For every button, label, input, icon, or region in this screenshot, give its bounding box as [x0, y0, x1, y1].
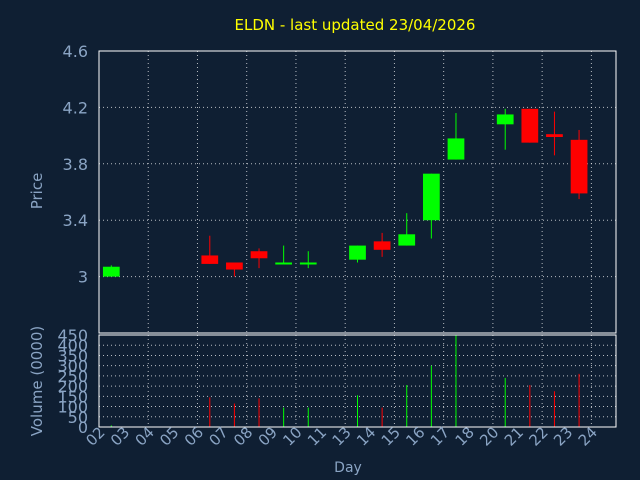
- candle-body-13: [349, 245, 366, 260]
- volume-tick-label: 0: [78, 418, 88, 437]
- candle-body-16: [422, 173, 440, 221]
- x-axis-label: Day: [334, 460, 362, 476]
- volume-bars: [110, 335, 580, 427]
- volume-plot-frame: [98, 334, 617, 428]
- candles: [102, 108, 588, 277]
- price-tick-label: 3.4: [63, 211, 88, 230]
- candle-body-02: [102, 266, 120, 277]
- price-grid: [99, 51, 616, 333]
- volume-tick-label: 200: [57, 377, 88, 396]
- candle-body-08: [250, 251, 268, 259]
- volume-tick-label: 150: [57, 387, 88, 406]
- candle-body-21: [521, 108, 539, 143]
- candle-body-20: [496, 114, 514, 125]
- volume-tick-label: 350: [57, 346, 88, 365]
- candle-body-17: [447, 138, 465, 160]
- price-tick-label: 4.2: [63, 98, 88, 117]
- volume-tick-label: 100: [57, 398, 88, 417]
- candle-body-14: [373, 241, 391, 250]
- candle-body-15: [398, 234, 416, 246]
- volume-tick-label: 50: [68, 408, 88, 427]
- volume-grid: [99, 335, 616, 427]
- candle-body-23: [570, 139, 588, 194]
- volume-axis-label: Volume (0000): [28, 326, 46, 436]
- candle-body-07: [226, 262, 243, 270]
- volume-tick-label: 400: [57, 336, 88, 355]
- candle-body-10: [299, 262, 317, 265]
- price-tick-label: 3.8: [63, 155, 88, 174]
- price-y-ticks: 3 3.4 3.8 4.2 4.6: [63, 42, 88, 287]
- volume-tick-label: 250: [57, 367, 88, 386]
- candle-body-09: [275, 262, 293, 265]
- volume-tick-label: 300: [57, 357, 88, 376]
- price-axis-label: Price: [28, 173, 46, 210]
- price-tick-label: 4.6: [63, 42, 88, 61]
- chart-title: ELDN - last updated 23/04/2026: [235, 16, 476, 34]
- candle-body-22: [546, 134, 563, 138]
- price-tick-label: 3: [78, 268, 88, 287]
- price-plot-frame: [98, 50, 617, 334]
- candle-body-06: [201, 255, 219, 264]
- volume-tick-label: 450: [57, 326, 88, 345]
